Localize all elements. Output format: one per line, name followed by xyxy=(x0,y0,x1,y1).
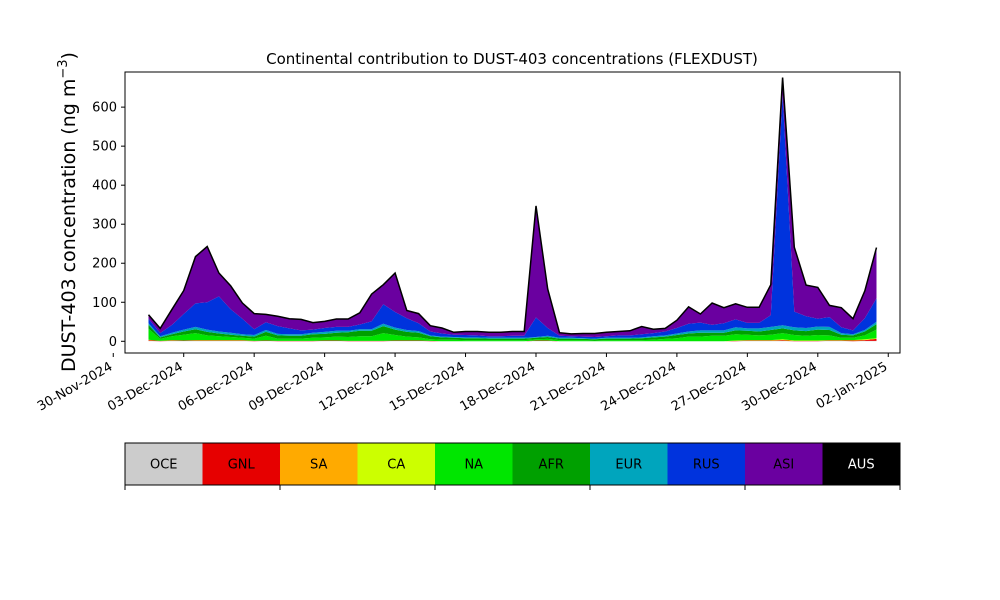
legend-swatch-sa xyxy=(280,443,358,485)
y-axis-label-base: DUST-403 concentration (ng m xyxy=(58,79,80,372)
legend-label-ca: CA xyxy=(387,458,405,473)
area-eur xyxy=(148,321,877,340)
legend-label-asi: ASI xyxy=(773,458,794,473)
area-rus xyxy=(148,95,877,339)
x-tick-label: 12-Dec-2024 xyxy=(317,359,397,414)
y-tick-label: 600 xyxy=(92,101,117,116)
legend-label-eur: EUR xyxy=(615,458,642,473)
legend-swatch-gnl xyxy=(202,443,281,485)
legend-swatch-rus xyxy=(667,443,746,485)
legend-swatch-afr xyxy=(512,443,591,485)
y-tick-label: 400 xyxy=(92,179,117,194)
area-afr xyxy=(148,324,877,341)
legend-label-oce: OCE xyxy=(150,458,178,473)
y-tick-label: 100 xyxy=(92,296,117,311)
y-axis-label-close: ) xyxy=(58,52,80,59)
legend-frame xyxy=(124,442,901,486)
plot-area xyxy=(147,77,878,342)
area-asi xyxy=(148,77,877,337)
legend-label-rus: RUS xyxy=(693,458,720,473)
legend-swatch-eur xyxy=(590,443,668,485)
y-tick-label: 300 xyxy=(92,218,117,233)
x-tick-label: 27-Dec-2024 xyxy=(669,359,749,414)
area-na xyxy=(148,328,877,342)
y-tick-label: 200 xyxy=(92,257,117,272)
total-line xyxy=(147,77,878,335)
x-tick-label: 24-Dec-2024 xyxy=(598,359,678,414)
y-tick-label: 0 xyxy=(109,335,117,350)
svg-text:DUST-403 concentration (ng m−3: DUST-403 concentration (ng m−3) xyxy=(56,52,80,372)
x-tick-label: 02-Jan-2025 xyxy=(814,359,891,412)
x-tick-label: 03-Dec-2024 xyxy=(105,359,185,414)
legend-label-afr: AFR xyxy=(539,458,564,473)
plot-frame xyxy=(124,71,901,354)
x-tick-label: 30-Dec-2024 xyxy=(739,359,819,414)
legend-label-gnl: GNL xyxy=(228,458,256,473)
legend: OCE GNL SA CA NA AFR EUR RUS ASI AUS xyxy=(124,442,901,490)
legend-swatch-oce xyxy=(125,443,203,485)
legend-swatch-asi xyxy=(745,443,823,485)
y-tick-label: 500 xyxy=(92,140,117,155)
x-tick-label: 06-Dec-2024 xyxy=(176,359,256,414)
area-gnl xyxy=(148,338,877,342)
x-tick-label: 09-Dec-2024 xyxy=(246,359,326,414)
x-axis: 30-Nov-202403-Dec-202406-Dec-202409-Dec-… xyxy=(35,353,890,415)
legend-label-aus: AUS xyxy=(848,458,875,473)
legend-label-na: NA xyxy=(464,458,483,473)
y-axis-label-exponent: −3 xyxy=(56,59,71,78)
chart-title: Continental contribution to DUST-403 con… xyxy=(266,50,758,68)
x-tick-label: 15-Dec-2024 xyxy=(387,359,467,414)
legend-swatch-aus xyxy=(822,443,901,485)
x-tick-label: 21-Dec-2024 xyxy=(528,359,608,414)
x-tick-label: 18-Dec-2024 xyxy=(458,359,538,414)
legend-label-sa: SA xyxy=(310,458,327,473)
y-axis-label: DUST-403 concentration (ng m−3) xyxy=(56,52,80,372)
y-axis: 0 100 200 300 400 500 600 xyxy=(92,101,125,350)
legend-swatch-na xyxy=(435,443,513,485)
legend-swatch-ca xyxy=(357,443,436,485)
